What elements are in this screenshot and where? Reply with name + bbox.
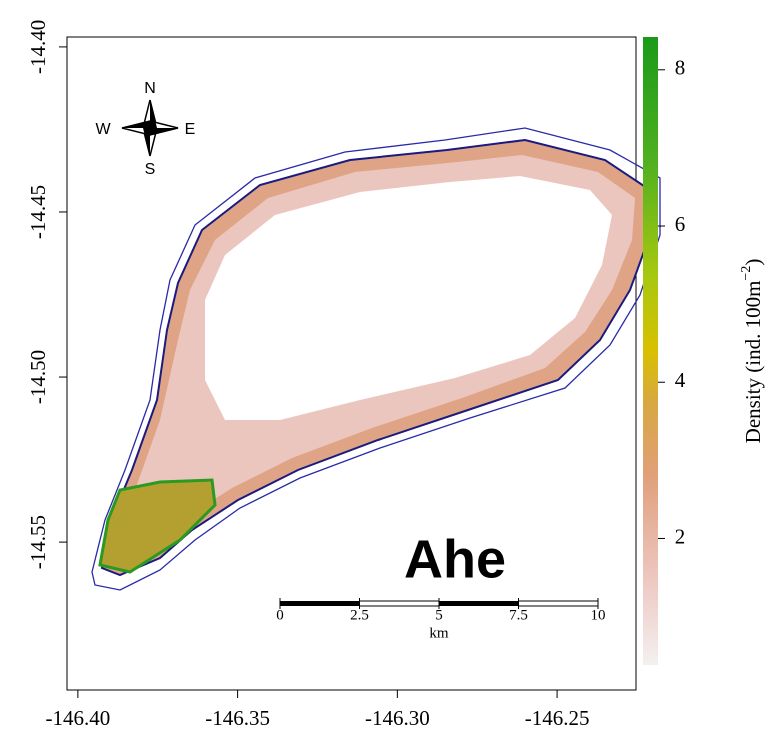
colorbar-tick-label: 2 <box>675 524 686 548</box>
map-title: Ahe <box>404 529 506 589</box>
compass-label: S <box>145 161 156 178</box>
colorbar-tick-label: 4 <box>675 368 686 392</box>
scale-tick-label: 0 <box>276 607 284 623</box>
x-tick-label: -146.25 <box>525 706 590 730</box>
colorbar <box>643 37 658 665</box>
x-tick-label: -146.30 <box>365 706 430 730</box>
colorbar-label-superscript: −2 <box>739 266 754 281</box>
y-tick-label: -14.55 <box>26 515 50 569</box>
scale-unit: km <box>429 625 449 641</box>
colorbar-label: Density (ind. 100m−2) <box>739 259 765 444</box>
scale-tick-label: 7.5 <box>509 607 528 623</box>
plot-frame <box>66 36 637 691</box>
y-tick-label: -14.50 <box>26 350 50 404</box>
colorbar-tick-label: 6 <box>675 212 686 236</box>
colorbar-label-end: ) <box>741 259 765 266</box>
compass-label: W <box>95 121 111 138</box>
x-tick-label: -146.35 <box>205 706 270 730</box>
scale-tick-label: 5 <box>435 607 443 623</box>
colorbar-label-text: Density (ind. 100m <box>741 281 765 444</box>
compass-label: N <box>144 80 156 97</box>
y-tick-label: -14.45 <box>26 185 50 239</box>
colorbar-tick-label: 8 <box>675 56 686 80</box>
atoll <box>91 127 661 591</box>
compass: N E S W <box>95 80 195 178</box>
compass-label: E <box>185 121 196 138</box>
scale-tick-label: 2.5 <box>350 607 369 623</box>
y-tick-label: -14.40 <box>26 20 50 74</box>
scale-tick-label: 10 <box>591 607 606 623</box>
x-tick-label: -146.40 <box>45 706 110 730</box>
